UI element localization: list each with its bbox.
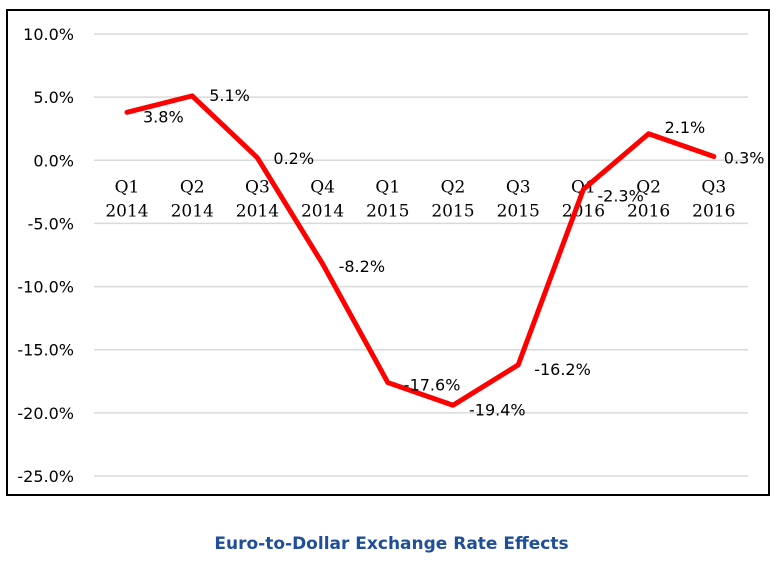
- x-category-label: Q4: [310, 177, 335, 197]
- y-tick-label: -15.0%: [17, 341, 74, 360]
- data-label: -17.6%: [404, 376, 461, 395]
- x-category-label: 2014: [105, 201, 148, 221]
- x-axis-category-labels: Q1 2014 Q2 2014 Q3 2014 Q4 2014 Q1 2015 Q2 2015 Q3 20…: [105, 177, 735, 221]
- data-labels: 3.8% 5.1% 0.2% -8.2% -17.6% -19.4% -16.2% -2.3%…: [143, 86, 764, 419]
- chart-caption: Euro-to-Dollar Exchange Rate Effects: [214, 534, 569, 554]
- x-category-label: Q2: [180, 177, 205, 197]
- data-label: 0.3%: [724, 148, 765, 167]
- x-category-label: Q2: [441, 177, 466, 197]
- data-label: 2.1%: [665, 118, 706, 137]
- y-tick-label: 0.0%: [33, 151, 74, 170]
- gridlines: [94, 33, 748, 477]
- x-category-label: 2015: [497, 201, 540, 221]
- y-tick-label: 10.0%: [23, 25, 74, 44]
- x-category-label: Q2: [636, 177, 661, 197]
- chart-frame: 10.0% 5.0% 0.0% -5.0% -10.0% -15.0% -20.0% -25.…: [6, 9, 770, 496]
- data-label: -8.2%: [339, 257, 385, 276]
- y-tick-label: -5.0%: [28, 214, 74, 233]
- data-label: -19.4%: [469, 400, 526, 419]
- x-category-label: 2014: [236, 201, 279, 221]
- line-chart: 10.0% 5.0% 0.0% -5.0% -10.0% -15.0% -20.0% -25.…: [17, 25, 764, 486]
- series-polyline: [124, 93, 717, 408]
- x-category-label: 2016: [692, 201, 735, 221]
- x-category-label: 2016: [627, 201, 670, 221]
- x-category-label: 2014: [301, 201, 344, 221]
- data-label: -16.2%: [534, 360, 591, 379]
- data-label: -2.3%: [597, 186, 643, 205]
- data-label: 3.8%: [143, 107, 184, 126]
- y-tick-label: -25.0%: [17, 467, 74, 486]
- data-label: 5.1%: [209, 86, 250, 105]
- x-category-label: Q3: [701, 177, 726, 197]
- x-category-label: Q3: [506, 177, 531, 197]
- x-category-label: Q1: [115, 177, 140, 197]
- data-label: 0.2%: [273, 149, 314, 168]
- y-axis-tick-labels: 10.0% 5.0% 0.0% -5.0% -10.0% -15.0% -20.0% -25.…: [17, 25, 74, 486]
- y-tick-label: -10.0%: [17, 278, 74, 297]
- x-category-label: Q3: [245, 177, 270, 197]
- y-tick-label: -20.0%: [17, 404, 74, 423]
- x-category-label: 2015: [366, 201, 409, 221]
- x-category-label: Q1: [375, 177, 400, 197]
- x-category-label: 2015: [431, 201, 474, 221]
- x-category-label: 2014: [171, 201, 214, 221]
- series-line: [124, 93, 717, 408]
- y-tick-label: 5.0%: [33, 88, 74, 107]
